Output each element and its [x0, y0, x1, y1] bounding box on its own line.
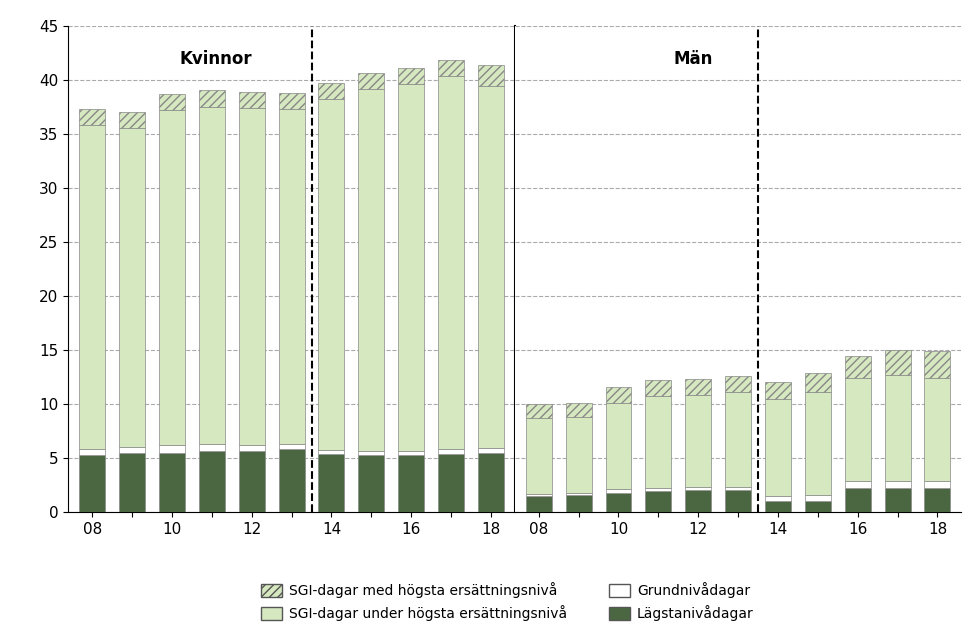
Bar [358, 451, 385, 454]
Bar [278, 109, 305, 444]
Bar [845, 356, 871, 378]
Bar [566, 493, 591, 495]
Bar [278, 444, 305, 449]
Bar [845, 378, 871, 481]
Bar [685, 490, 712, 512]
Bar [845, 481, 871, 488]
Bar [605, 493, 631, 512]
Bar [318, 451, 345, 454]
Bar [438, 76, 464, 449]
Bar [924, 481, 951, 488]
Bar [805, 372, 831, 392]
Bar [119, 112, 145, 128]
Bar [199, 444, 224, 451]
Bar [805, 495, 831, 501]
Bar [318, 454, 345, 512]
Bar [765, 399, 791, 496]
Bar [79, 109, 105, 125]
Bar [566, 417, 591, 493]
Bar [398, 84, 425, 451]
Bar [438, 449, 464, 454]
Bar [526, 496, 551, 512]
Bar [358, 73, 385, 90]
Bar [199, 451, 224, 512]
Bar [398, 451, 425, 454]
Bar [924, 378, 951, 481]
Bar [685, 487, 712, 490]
Bar [765, 501, 791, 512]
Bar [79, 454, 105, 512]
Bar [239, 92, 264, 108]
Bar [119, 128, 145, 447]
Bar [358, 454, 385, 512]
Bar [526, 418, 551, 493]
Text: Män: Män [673, 50, 713, 68]
Bar [884, 481, 911, 488]
Bar [358, 90, 385, 451]
Bar [566, 403, 591, 417]
Bar [884, 488, 911, 512]
Bar [318, 83, 345, 99]
Bar [438, 454, 464, 512]
Bar [924, 488, 951, 512]
Bar [239, 451, 264, 512]
Bar [685, 396, 712, 487]
Bar [605, 387, 631, 403]
Bar [805, 392, 831, 495]
Text: Kvinnor: Kvinnor [180, 50, 252, 68]
Bar [79, 449, 105, 454]
Bar [884, 350, 911, 375]
Bar [765, 496, 791, 501]
Legend: SGI-dagar med högsta ersättningsnivå, SGI-dagar under högsta ersättningsnivå, Gr: SGI-dagar med högsta ersättningsnivå, SG… [256, 577, 759, 627]
Bar [645, 380, 671, 396]
Bar [318, 99, 345, 451]
Bar [159, 445, 184, 452]
Bar [924, 351, 951, 378]
Bar [645, 492, 671, 512]
Bar [398, 454, 425, 512]
Bar [199, 107, 224, 444]
Bar [478, 448, 504, 452]
Bar [159, 110, 184, 445]
Bar [605, 403, 631, 490]
Bar [805, 501, 831, 512]
Bar [845, 488, 871, 512]
Bar [199, 90, 224, 107]
Bar [159, 452, 184, 512]
Bar [725, 490, 752, 512]
Bar [645, 488, 671, 492]
Bar [685, 379, 712, 396]
Bar [526, 493, 551, 496]
Bar [79, 125, 105, 449]
Bar [478, 86, 504, 448]
Bar [566, 495, 591, 512]
Bar [884, 375, 911, 481]
Bar [478, 452, 504, 512]
Bar [605, 490, 631, 493]
Bar [398, 68, 425, 84]
Bar [478, 65, 504, 86]
Bar [278, 93, 305, 109]
Bar [119, 452, 145, 512]
Bar [645, 396, 671, 488]
Bar [725, 487, 752, 490]
Bar [239, 445, 264, 451]
Bar [526, 404, 551, 418]
Bar [239, 108, 264, 445]
Bar [438, 60, 464, 76]
Bar [278, 449, 305, 512]
Bar [725, 376, 752, 392]
Bar [725, 392, 752, 487]
Bar [119, 447, 145, 452]
Bar [765, 382, 791, 399]
Bar [159, 93, 184, 110]
